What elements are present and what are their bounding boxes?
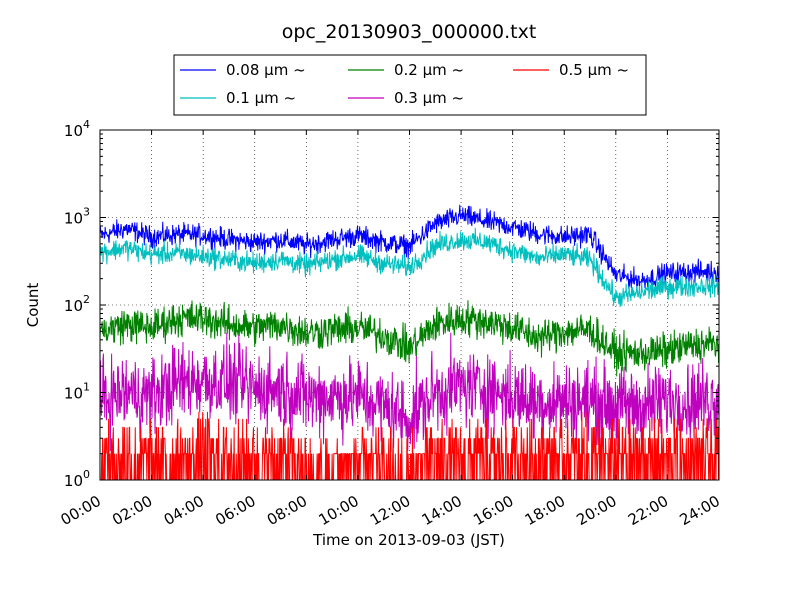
legend-label: 0.08 μm ~ bbox=[226, 61, 306, 79]
legend-box bbox=[173, 54, 647, 116]
y-axis-label: Count bbox=[24, 283, 42, 328]
tick-marks bbox=[99, 129, 720, 481]
legend-label: 0.5 μm ~ bbox=[559, 61, 629, 79]
legend: 0.08 μm ~ 0.1 μm ~ 0.2 μm ~ 0.3 μm ~ 0.5 μm … bbox=[173, 54, 647, 116]
y-tick-labels: 100 101 102 103 104 bbox=[64, 118, 90, 490]
series-line bbox=[100, 332, 719, 452]
legend-label: 0.3 μm ~ bbox=[394, 89, 464, 107]
y-tick-label: 100 bbox=[64, 468, 90, 490]
y-tick-label: 101 bbox=[64, 381, 90, 403]
y-tick-label: 103 bbox=[64, 206, 90, 228]
chart-title: opc_20130903_000000.txt bbox=[282, 21, 537, 43]
series-line bbox=[100, 411, 719, 480]
series-line bbox=[100, 300, 719, 377]
legend-label: 0.1 μm ~ bbox=[226, 89, 296, 107]
y-tick-label: 102 bbox=[64, 293, 90, 315]
x-axis-label: Time on 2013-09-03 (JST) bbox=[312, 531, 505, 549]
series-layer bbox=[100, 204, 719, 480]
series-line bbox=[100, 227, 719, 307]
legend-label: 0.2 μm ~ bbox=[394, 61, 464, 79]
y-tick-label: 104 bbox=[64, 118, 90, 140]
series-line bbox=[100, 204, 719, 292]
